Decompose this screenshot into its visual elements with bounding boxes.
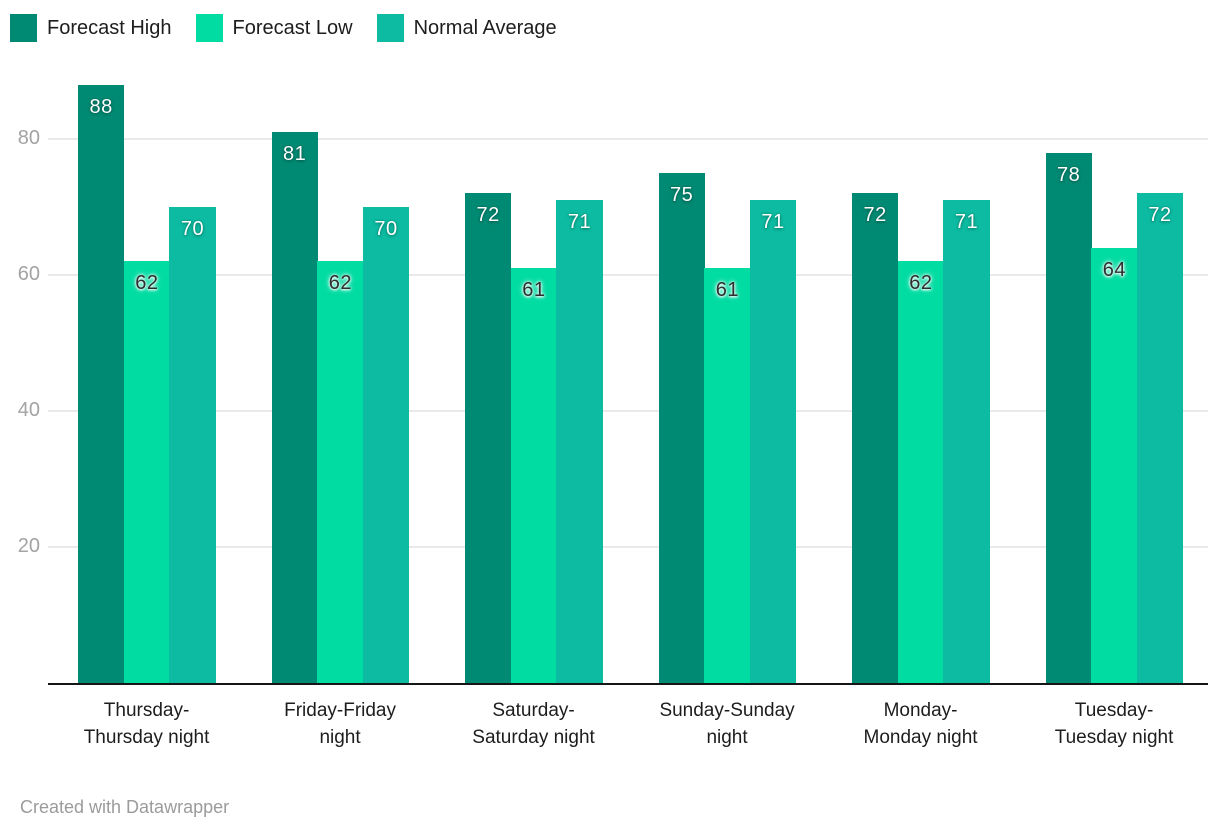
- datawrapper-credit-link[interactable]: Created with Datawrapper: [20, 797, 230, 817]
- bar-forecast-high: 78: [1045, 152, 1092, 683]
- legend-swatch-icon: [195, 14, 223, 42]
- bar-normal-average: 71: [749, 200, 797, 683]
- bar-normal-average: 71: [556, 200, 603, 683]
- y-axis-tick-label: 40: [17, 399, 40, 421]
- x-axis-category-label: Sunday-Sunday night: [659, 700, 795, 748]
- bar-value-label: 61: [715, 279, 739, 302]
- bar-value-label: 72: [863, 204, 887, 227]
- bar-value-label: 70: [374, 218, 398, 240]
- bar-forecast-high: 72: [852, 193, 899, 683]
- bar-forecast-low: 61: [704, 268, 751, 683]
- y-axis-tick-label: 60: [17, 263, 40, 285]
- x-axis-category-label: Saturday- Saturday night: [472, 700, 595, 748]
- x-axis-category-label: Thursday- Thursday night: [83, 700, 210, 748]
- bar-forecast-high: 72: [465, 193, 512, 683]
- bar-value-label: 72: [1148, 204, 1172, 227]
- bar-normal-average: 70: [362, 207, 410, 683]
- x-axis-category-label: Friday-Friday night: [284, 700, 396, 748]
- bar-value-label: 75: [670, 184, 694, 206]
- bar-value-label: 61: [522, 279, 546, 302]
- gridline: [48, 546, 1208, 548]
- legend-label: Normal Average: [413, 17, 557, 39]
- bar-forecast-high: 75: [658, 173, 705, 683]
- bar-value-label: 62: [909, 272, 933, 295]
- bar-forecast-low: 64: [1091, 247, 1138, 683]
- legend-item: Normal Average: [376, 14, 557, 42]
- bar-forecast-high: 88: [78, 84, 125, 683]
- x-axis-category-label: Monday- Monday night: [863, 700, 978, 748]
- bar-value-label: 81: [283, 143, 307, 166]
- y-axis-tick-label: 20: [17, 535, 40, 557]
- bar-forecast-low: 62: [123, 261, 170, 683]
- legend-label: Forecast Low: [232, 17, 353, 39]
- bar-normal-average: 72: [1136, 193, 1184, 683]
- bar-value-label: 71: [761, 211, 785, 234]
- legend-swatch-icon: [10, 14, 37, 42]
- bar-value-label: 71: [954, 211, 979, 234]
- gridline: [48, 410, 1208, 412]
- bar-forecast-low: 62: [317, 261, 364, 683]
- bar-value-label: 64: [1102, 258, 1126, 281]
- legend-swatch-icon: [376, 14, 404, 42]
- bar-value-label: 78: [1057, 163, 1081, 186]
- bar-normal-average: 71: [943, 200, 990, 683]
- legend-item: Forecast High: [10, 14, 172, 42]
- bar-forecast-high: 81: [271, 132, 318, 683]
- gridline: [48, 274, 1208, 276]
- bar-value-label: 62: [135, 272, 159, 295]
- bar-normal-average: 70: [169, 207, 216, 683]
- gridline: [48, 138, 1208, 140]
- bar-value-label: 72: [476, 204, 500, 227]
- bar-value-label: 62: [328, 272, 352, 295]
- bar-value-label: 71: [567, 211, 592, 234]
- chart-legend: Forecast High Forecast Low Normal Average: [10, 14, 581, 42]
- bar-forecast-low: 61: [510, 268, 557, 683]
- x-axis-line: [48, 683, 1208, 685]
- bar-value-label: 70: [180, 218, 205, 240]
- y-axis-tick-label: 80: [17, 127, 40, 149]
- legend-item: Forecast Low: [195, 14, 353, 42]
- x-axis-category-label: Tuesday- Tuesday night: [1054, 700, 1174, 748]
- legend-label: Forecast High: [47, 17, 172, 39]
- bar-forecast-low: 62: [897, 261, 944, 683]
- bar-value-label: 88: [89, 95, 113, 118]
